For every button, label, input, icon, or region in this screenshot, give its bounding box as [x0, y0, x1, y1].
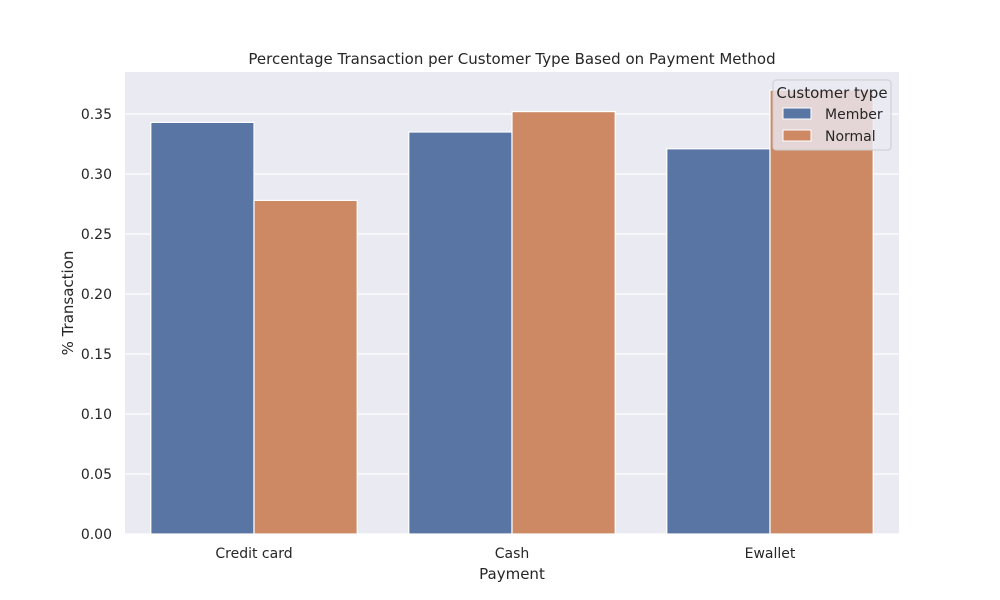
- legend-title: Customer type: [776, 84, 887, 102]
- chart-title: Percentage Transaction per Customer Type…: [248, 50, 775, 68]
- legend-label-member: Member: [825, 107, 883, 123]
- legend-swatch-normal: [782, 129, 812, 142]
- y-tick-label: 0.20: [81, 287, 112, 303]
- y-tick-label: 0.10: [81, 407, 112, 423]
- y-tick-labels: 0.00 0.05 0.10 0.15 0.20 0.25 0.30 0.35: [81, 107, 112, 543]
- y-tick-label: 0.30: [81, 167, 112, 183]
- y-tick-label: 0.00: [81, 527, 112, 543]
- y-tick-label: 0.15: [81, 347, 112, 363]
- bar-cash-member: [408, 131, 513, 535]
- bar-credit-card-member: [150, 121, 255, 535]
- y-tick-label: 0.35: [81, 107, 112, 123]
- bar-ewallet-member: [666, 148, 771, 535]
- x-tick-label: Cash: [495, 546, 530, 562]
- x-axis-label: Payment: [479, 565, 545, 583]
- x-tick-labels: Credit card Cash Ewallet: [215, 546, 796, 562]
- bars: [150, 89, 874, 535]
- legend-swatch-member: [782, 107, 812, 120]
- x-tick-label: Credit card: [215, 546, 292, 562]
- bar-cash-normal: [511, 110, 616, 535]
- bar-ewallet-normal: [769, 89, 874, 535]
- x-tick-label: Ewallet: [745, 546, 796, 562]
- y-axis-label: % Transaction: [59, 251, 77, 356]
- legend-label-normal: Normal: [825, 129, 876, 145]
- legend: Customer type Member Normal: [772, 79, 892, 151]
- bar-credit-card-normal: [253, 199, 358, 535]
- y-tick-label: 0.05: [81, 467, 112, 483]
- y-tick-label: 0.25: [81, 227, 112, 243]
